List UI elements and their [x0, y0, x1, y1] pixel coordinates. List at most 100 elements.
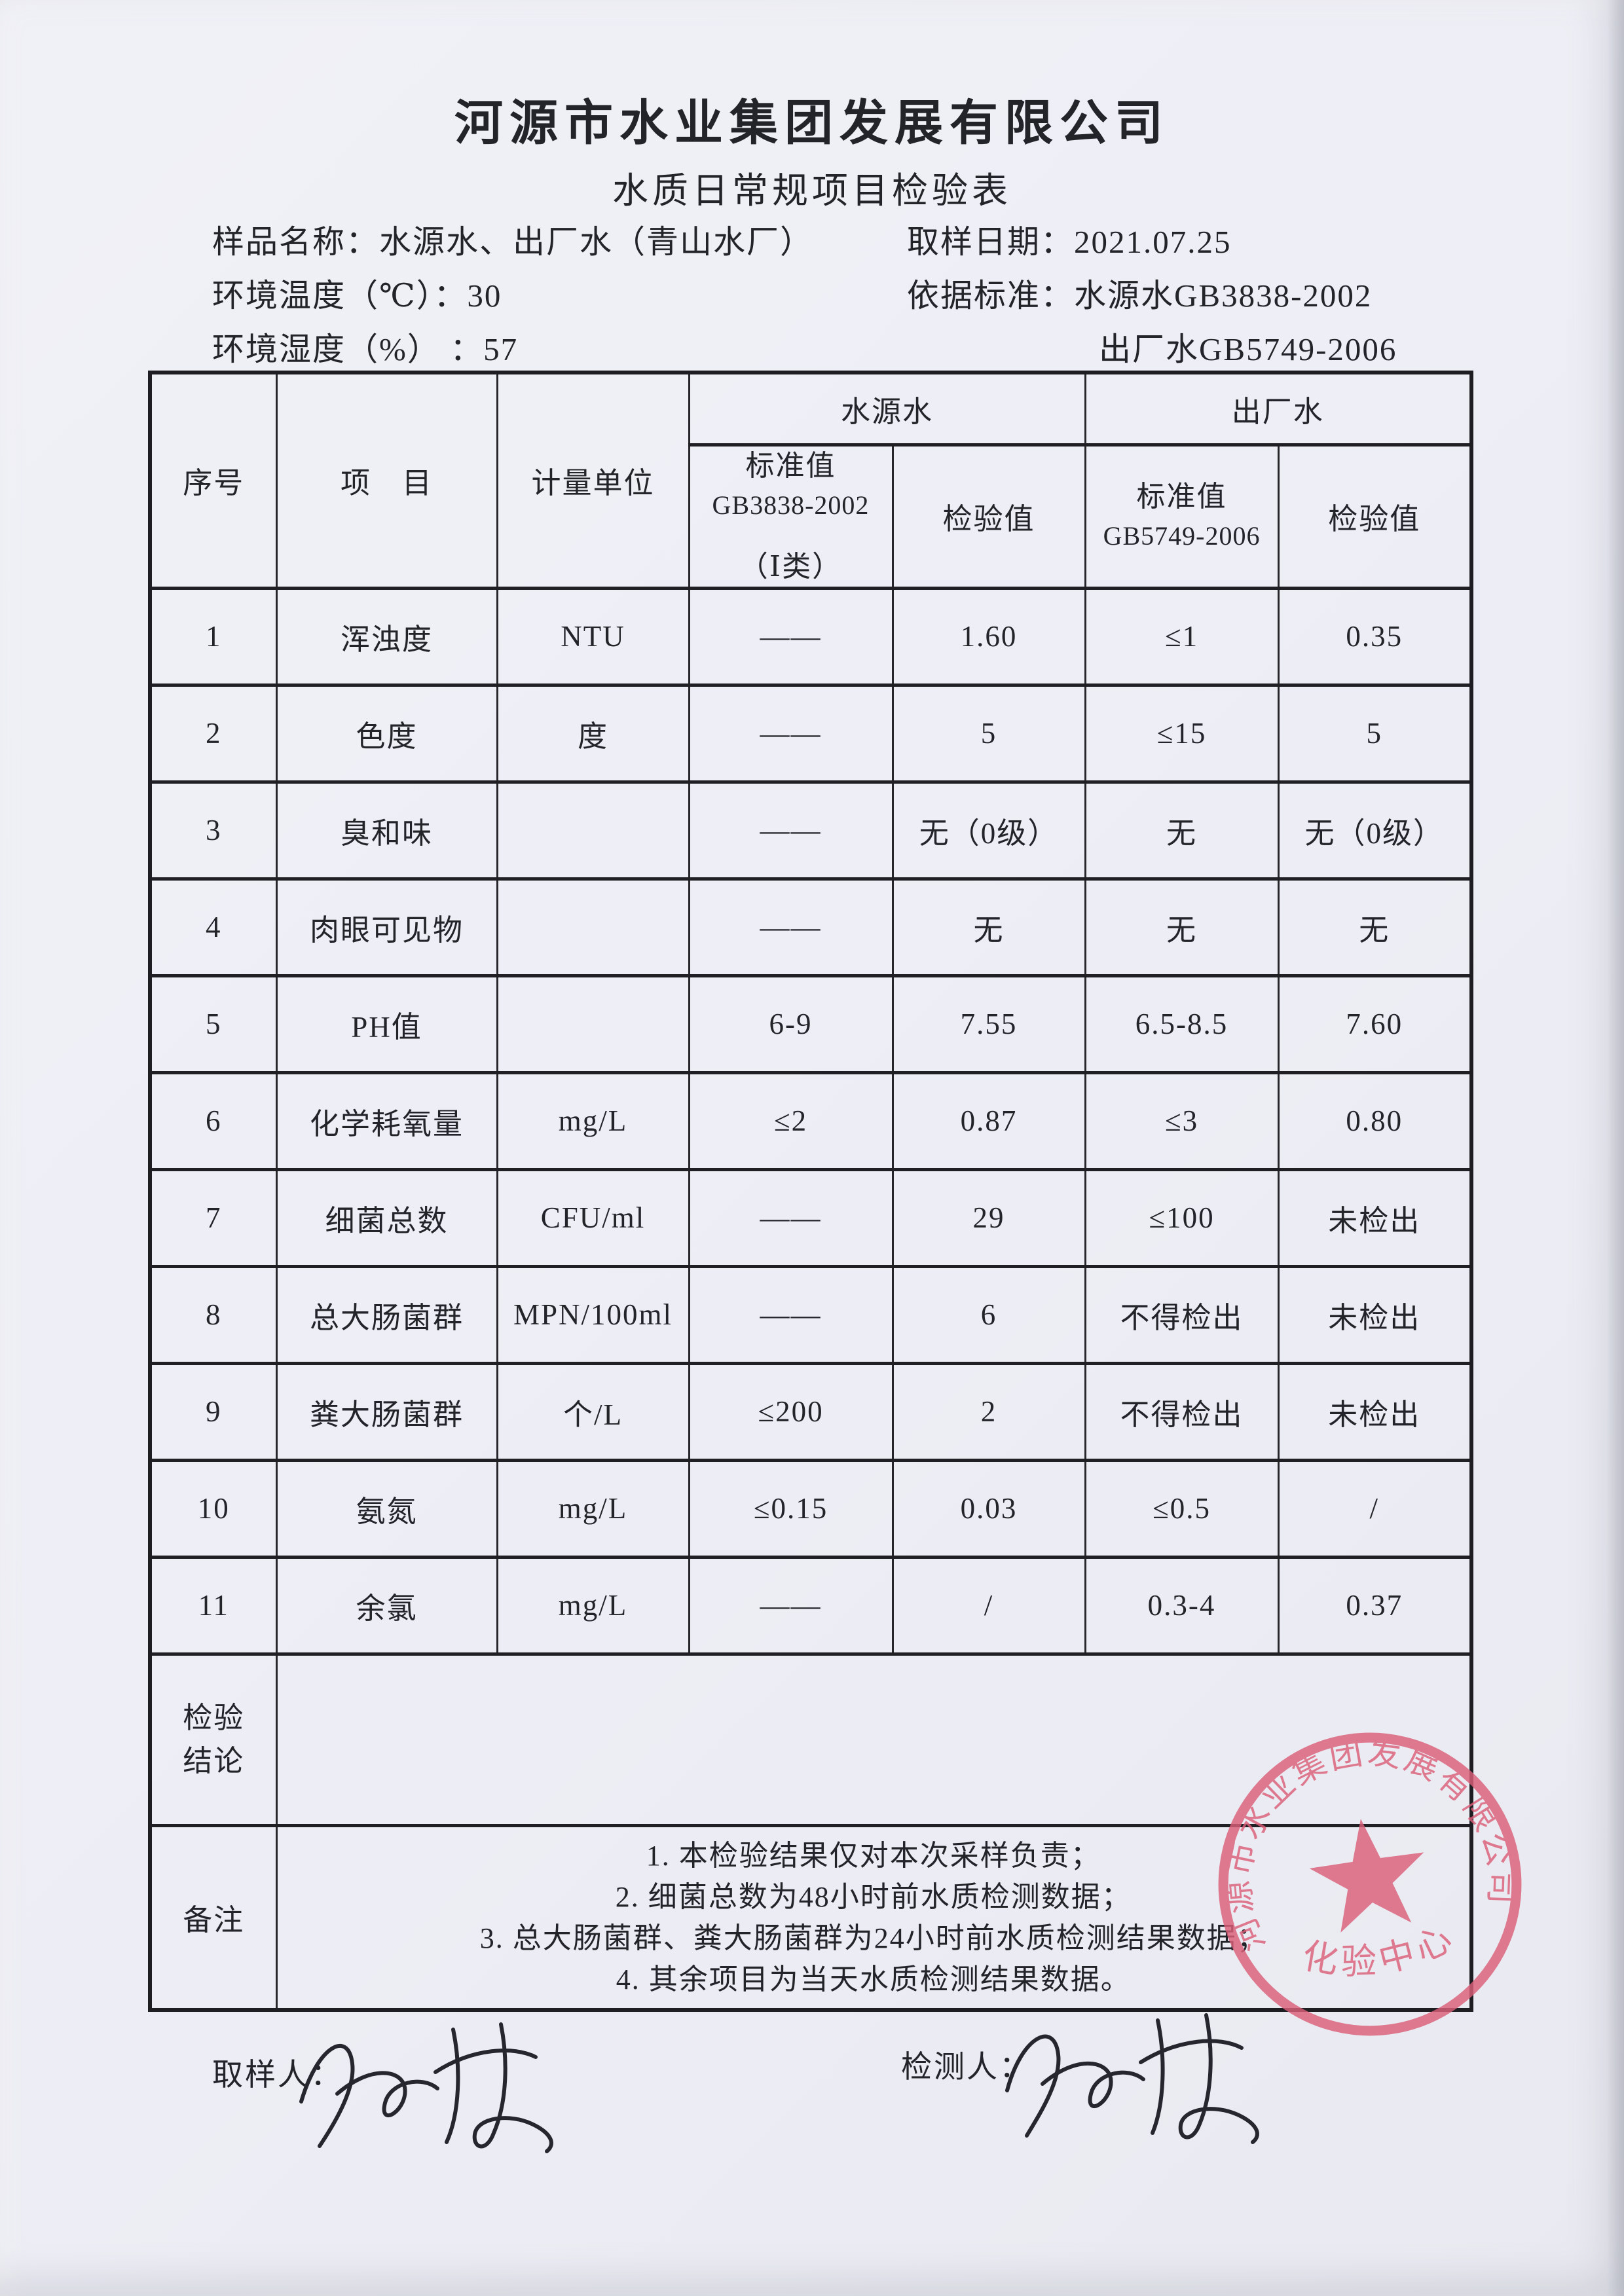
table-cell — [496, 780, 690, 881]
header-outgoing-water-group: 出厂水 — [1084, 371, 1473, 446]
table-cell: ≤200 — [688, 1361, 894, 1462]
table-cell: 臭和味 — [275, 780, 498, 881]
notes-label-cell: 备注 — [149, 1823, 278, 2012]
table-cell: 未检出 — [1277, 1264, 1473, 1365]
table-cell: PH值 — [275, 974, 498, 1074]
header-no: 序号 — [149, 371, 278, 590]
table-cell: 个/L — [496, 1361, 690, 1462]
table-cell: / — [1277, 1458, 1473, 1559]
table-cell: 29 — [891, 1167, 1086, 1268]
table-cell: 7.60 — [1277, 974, 1473, 1074]
svg-text:化验中心: 化验中心 — [1294, 1914, 1465, 1992]
table-cell: 色度 — [275, 683, 498, 784]
seal-center-text: 化验中心 — [1294, 1914, 1465, 1992]
table-cell: 5 — [891, 683, 1086, 784]
seal-ring — [1218, 1732, 1522, 2036]
table-cell: 6 — [891, 1264, 1086, 1365]
conclusion-label-cell: 检验结论 — [149, 1652, 278, 1827]
table-row: 11 余氯 mg/L —— / 0.3-4 0.37 — [149, 1555, 1473, 1656]
header-outgoing-value: 检验值 — [1277, 443, 1473, 590]
table-cell: 无 — [1084, 780, 1280, 881]
scan-edge-shadow — [1607, 0, 1624, 2296]
table-cell — [496, 974, 690, 1074]
table-cell: —— — [688, 586, 894, 687]
table-cell: 1 — [149, 586, 278, 687]
note-line: 3. 总大肠菌群、粪大肠菌群为24小时前水质检测结果数据； — [479, 1922, 1267, 1954]
table-cell: 化学耗氧量 — [275, 1070, 498, 1171]
header-unit: 计量单位 — [496, 371, 690, 590]
table-cell: 总大肠菌群 — [275, 1264, 498, 1365]
table-cell: 5 — [149, 974, 278, 1074]
table-cell: ≤0.15 — [688, 1458, 894, 1559]
table-cell: 不得检出 — [1084, 1264, 1280, 1365]
note-line: 1. 本检验结果仅对本次采样负责； — [646, 1839, 1101, 1872]
table-cell: ≤2 — [688, 1070, 894, 1171]
company-name: 河源市水业集团发展有限公司 — [454, 97, 1170, 151]
spacer — [691, 525, 891, 547]
table-cell: 0.80 — [1277, 1070, 1473, 1171]
table-cell: —— — [688, 683, 894, 784]
table-cell: 2 — [149, 683, 278, 784]
table-cell: —— — [688, 780, 894, 881]
source-standard-line2: GB3838-2002 — [712, 490, 870, 520]
table-cell: CFU/ml — [496, 1167, 690, 1268]
conclusion-value-cell — [275, 1652, 1473, 1827]
table-cell: 未检出 — [1277, 1167, 1473, 1268]
ambient-temperature: 环境温度（℃）：30 — [212, 278, 502, 314]
table-row: 10 氨氮 mg/L ≤0.15 0.03 ≤0.5 / — [149, 1458, 1473, 1559]
header-outgoing-standard: 标准值 GB5749-2006 — [1084, 443, 1280, 590]
table-sub-header-row: 标准值 GB3838-2002 （Ⅰ类） 检验值 标准值 GB5749-2006… — [150, 443, 1473, 590]
table-cell: 11 — [149, 1555, 278, 1656]
table-row: 4 肉眼可见物 —— 无 无 无 — [149, 877, 1473, 977]
ambient-humidity: 环境湿度（%） ：57 — [212, 331, 519, 367]
note-line: 4. 其余项目为当天水质检测结果数据。 — [616, 1963, 1131, 1995]
outgoing-standard-line2: GB5749-2006 — [1103, 520, 1261, 551]
table-cell: 未检出 — [1277, 1361, 1473, 1462]
table-cell: 2 — [891, 1361, 1086, 1462]
table-row: 7 细菌总数 CFU/ml —— 29 ≤100 未检出 — [149, 1167, 1473, 1268]
table-cell: / — [891, 1555, 1086, 1656]
table-row: 2 色度 度 —— 5 ≤15 5 — [149, 683, 1473, 784]
source-standard-line3: （Ⅰ类） — [739, 550, 843, 583]
table-cell: 无 — [1084, 877, 1280, 977]
header-source-value: 检验值 — [891, 443, 1086, 590]
sample-name: 样品名称：水源水、出厂水（青山水厂） — [212, 224, 814, 260]
table-cell: 无（0级） — [891, 780, 1086, 881]
source-standard-line1: 标准值 — [745, 449, 836, 482]
table-row: 8 总大肠菌群 MPN/100ml —— 6 不得检出 未检出 — [149, 1264, 1473, 1365]
table-cell: —— — [688, 1555, 894, 1656]
table-cell: 6-9 — [688, 974, 894, 1074]
conclusion-row: 检验结论 — [149, 1652, 1473, 1827]
table-cell: mg/L — [496, 1070, 690, 1171]
table-cell: —— — [688, 1167, 894, 1268]
table-cell: 0.37 — [1277, 1555, 1473, 1656]
table-group-header-row: 序号 项 目 计量单位 水源水 出厂水 — [149, 371, 1473, 590]
tester-label: 检测人： — [901, 2050, 1032, 2085]
table-cell: 余氯 — [275, 1555, 498, 1656]
doc-title: 水质日常规项目检验表 — [612, 171, 1012, 211]
table-cell: ≤15 — [1084, 683, 1280, 784]
table-cell: 9 — [149, 1361, 278, 1462]
table-cell: 7 — [149, 1167, 278, 1268]
table-cell: —— — [688, 877, 894, 977]
table-cell: 4 — [149, 877, 278, 977]
table-cell: 5 — [1277, 683, 1473, 784]
notes-content-cell: 1. 本检验结果仅对本次采样负责； 2. 细菌总数为48小时前水质检测数据； 3… — [275, 1823, 1473, 2012]
outgoing-standard-line1: 标准值 — [1136, 480, 1227, 513]
inspection-table: 序号 项 目 计量单位 水源水 出厂水 标准值 GB3838-2002 （Ⅰ类）… — [148, 371, 1474, 2012]
table-cell: 0.03 — [891, 1458, 1086, 1559]
header-source-water-group: 水源水 — [688, 371, 1086, 446]
table-row: 5 PH值 6-9 7.55 6.5-8.5 7.60 — [149, 974, 1473, 1074]
header-item: 项 目 — [275, 371, 498, 590]
table-cell: 不得检出 — [1084, 1361, 1280, 1462]
notes-row: 备注 1. 本检验结果仅对本次采样负责； 2. 细菌总数为48小时前水质检测数据… — [149, 1823, 1473, 2012]
note-line: 2. 细菌总数为48小时前水质检测数据； — [615, 1880, 1132, 1913]
table-cell: 粪大肠菌群 — [275, 1361, 498, 1462]
table-cell: 无 — [1277, 877, 1473, 977]
table-cell: 浑浊度 — [275, 586, 498, 687]
table-cell: 6 — [149, 1070, 278, 1171]
table-cell: 肉眼可见物 — [275, 877, 498, 977]
table-row: 6 化学耗氧量 mg/L ≤2 0.87 ≤3 0.80 — [149, 1070, 1473, 1171]
table-cell: 3 — [149, 780, 278, 881]
